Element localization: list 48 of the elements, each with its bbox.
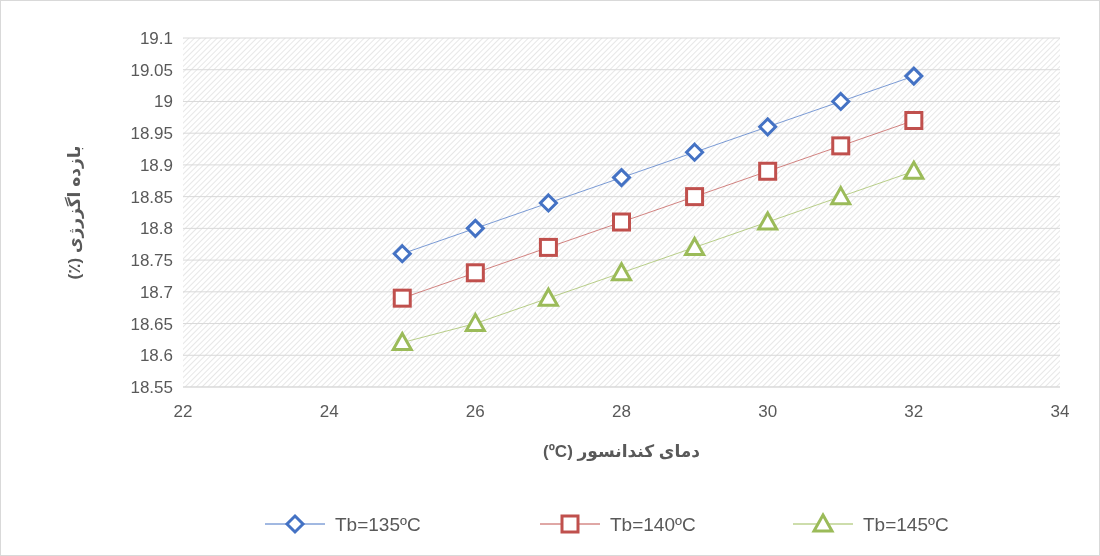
x-tick-label: 24 (319, 402, 339, 421)
y-tick-label: 18.85 (130, 187, 173, 207)
x-tick-label: 28 (612, 402, 631, 421)
y-tick-label: 18.8 (139, 219, 173, 239)
point (904, 66, 924, 86)
y-tick-label: 18.55 (130, 378, 173, 397)
point (758, 161, 778, 181)
x-tick-label: 34 (1050, 402, 1070, 421)
point (758, 117, 778, 137)
x-tick-label: 32 (904, 402, 924, 421)
point (612, 168, 631, 188)
point (538, 193, 558, 213)
point (392, 288, 412, 308)
y-tick-label: 18.75 (130, 251, 173, 271)
point (830, 186, 852, 206)
point (903, 160, 925, 180)
point (757, 211, 779, 231)
point (611, 262, 632, 282)
y-tick-label: 18.9 (139, 155, 173, 175)
point (465, 263, 485, 283)
x-tick-label: 30 (758, 402, 778, 421)
x-tick-label: 26 (465, 402, 485, 421)
point (684, 236, 706, 256)
point (904, 110, 924, 130)
point (465, 218, 485, 238)
legend-label: Tb=135ºC (335, 514, 421, 535)
y-tick-label: 18.6 (139, 346, 173, 366)
legend-label: Tb=145ºC (863, 514, 949, 535)
y-tick-label: 19.05 (130, 60, 173, 80)
x-axis-title: دمای کندانسور (ºC) (542, 442, 701, 462)
legend-label: Tb=140ºC (610, 514, 696, 535)
point (685, 187, 705, 207)
y-tick-label: 18.95 (130, 124, 173, 144)
point (392, 244, 412, 264)
y-tick-label: 19 (154, 92, 173, 112)
point (612, 212, 631, 232)
point (685, 142, 705, 162)
y-tick-label: 18.65 (130, 314, 173, 334)
y-tick-label: 18.7 (139, 282, 173, 302)
point (537, 287, 559, 307)
point (831, 136, 851, 156)
y-tick-label: 19.1 (139, 29, 173, 48)
x-tick-label: 22 (173, 402, 193, 421)
point (464, 313, 486, 333)
point (538, 237, 558, 257)
point (831, 91, 851, 111)
y-axis-title: بازده اگزرژی (٪) (64, 145, 85, 280)
point (391, 332, 413, 352)
